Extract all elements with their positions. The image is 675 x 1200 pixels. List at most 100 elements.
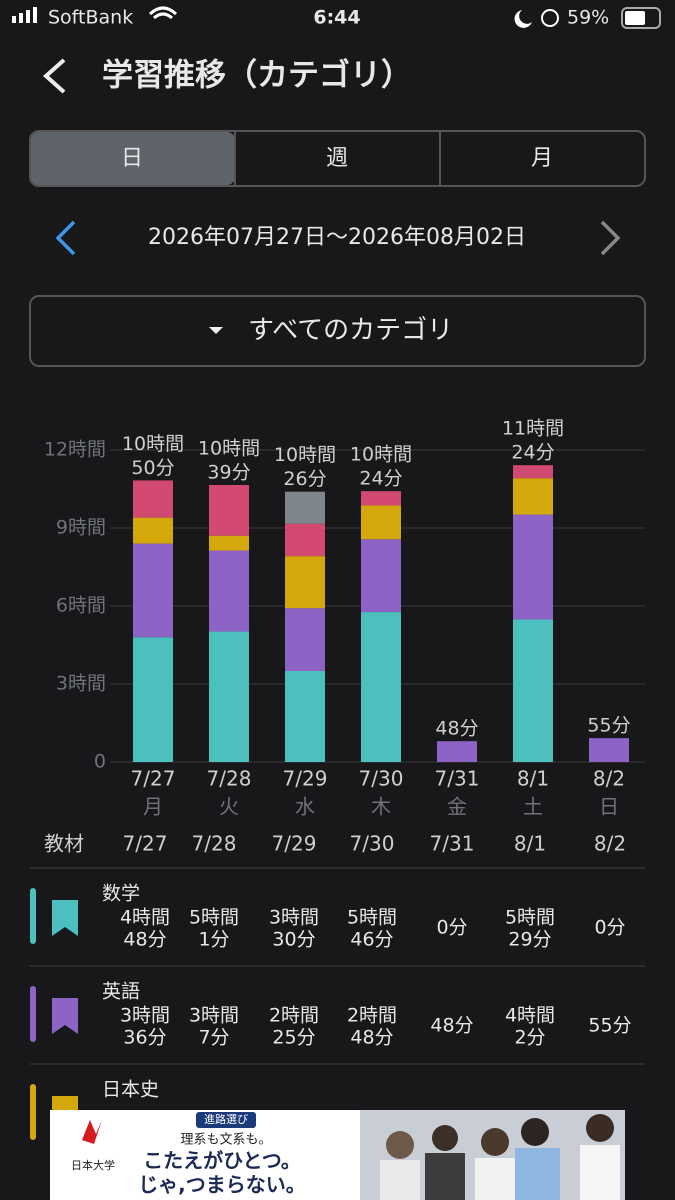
category-selector[interactable] bbox=[29, 295, 646, 367]
table-cell: 2時間 bbox=[347, 1005, 397, 1027]
table-cell: 5時間 bbox=[347, 907, 397, 929]
row-color-bar bbox=[30, 986, 36, 1042]
x-tick-label: 7/27 bbox=[131, 767, 176, 791]
row-name: 日本史 bbox=[102, 1079, 159, 1101]
y-tick-label: 9時間 bbox=[56, 517, 106, 539]
bar-segment bbox=[513, 514, 553, 620]
x-tick-label: 8/2 bbox=[593, 767, 625, 791]
bar-segment bbox=[133, 543, 173, 638]
bar-segment bbox=[285, 523, 325, 557]
x-tick-label: 7/29 bbox=[283, 767, 328, 791]
total-label: 11時間 bbox=[502, 418, 564, 440]
table-cell: 46分 bbox=[350, 929, 393, 951]
total-label: 10時間 bbox=[122, 433, 184, 455]
bar-segment bbox=[285, 556, 325, 609]
table-cell: 36分 bbox=[123, 1027, 166, 1049]
total-label: 10時間 bbox=[350, 444, 412, 466]
table-cell: 2時間 bbox=[269, 1005, 319, 1027]
bar-segment bbox=[285, 671, 325, 762]
bar-segment bbox=[209, 535, 249, 551]
weekday-label: 日 bbox=[599, 795, 619, 819]
tabs: 日 週 月 bbox=[29, 130, 646, 187]
table-cell: 55分 bbox=[588, 1015, 631, 1037]
date-range: 2026年07月27日～2026年08月02日 bbox=[148, 225, 526, 250]
y-tick-label: 3時間 bbox=[56, 673, 106, 695]
table-cell: 30分 bbox=[272, 929, 315, 951]
tab-active[interactable] bbox=[31, 132, 235, 185]
category-selector-label: すべてのカテゴリ bbox=[248, 316, 453, 346]
y-tick-label: 0 bbox=[94, 751, 106, 773]
bar-segment bbox=[361, 505, 401, 540]
table-cell: 48分 bbox=[123, 929, 166, 951]
x-tick-label: 8/1 bbox=[517, 767, 549, 791]
table-cell: 5時間 bbox=[505, 907, 555, 929]
tab[interactable]: 週 bbox=[326, 146, 348, 171]
table-cell: 0分 bbox=[436, 917, 467, 939]
total-label: 39分 bbox=[207, 461, 250, 483]
table-cell: 1分 bbox=[198, 929, 229, 951]
bar-segment bbox=[437, 741, 477, 762]
bar-segment bbox=[209, 550, 249, 632]
table-cell: 3時間 bbox=[269, 907, 319, 929]
y-tick-label: 12時間 bbox=[44, 439, 106, 461]
x-tick-label: 7/30 bbox=[359, 767, 404, 791]
table: 教材 7/27 7/28 7/29 7/30 7/31 8/1 8/2数学4時間48分5時間1… bbox=[30, 832, 645, 1140]
bar-segment bbox=[513, 465, 553, 479]
carrier: SoftBank bbox=[48, 7, 133, 29]
bar-segment bbox=[513, 619, 553, 762]
row-name: 数学 bbox=[102, 883, 140, 905]
table-date: 7/27 bbox=[123, 832, 168, 856]
table-cell: 2分 bbox=[514, 1027, 545, 1049]
next-button[interactable] bbox=[600, 220, 621, 256]
ad-brand: 日本大学 bbox=[71, 1158, 115, 1172]
bar-segment bbox=[133, 480, 173, 518]
table-date: 8/2 bbox=[594, 832, 626, 856]
dropdown-icon bbox=[209, 327, 223, 334]
total-label: 10時間 bbox=[198, 437, 260, 459]
ad-banner[interactable]: 日本大学 進路選び 理系も文系も。 こたえがひとつ。 じゃ,つまらない。 bbox=[50, 1110, 625, 1200]
bar-segment bbox=[589, 738, 629, 762]
weekday-label: 木 bbox=[371, 795, 391, 819]
bar-segment bbox=[209, 484, 249, 536]
table-date: 7/31 bbox=[430, 832, 475, 856]
weekday-label: 土 bbox=[523, 795, 543, 819]
weekday-label: 月 bbox=[143, 795, 163, 819]
table-cell: 5時間 bbox=[189, 907, 239, 929]
tab[interactable]: 月 bbox=[531, 146, 553, 171]
total-label: 55分 bbox=[587, 715, 630, 737]
total-label: 24分 bbox=[359, 468, 402, 490]
bar-segment bbox=[361, 539, 401, 613]
x-tick-label: 7/28 bbox=[207, 767, 252, 791]
weekday-label: 火 bbox=[219, 795, 239, 819]
x-tick-label: 7/31 bbox=[435, 767, 480, 791]
ad-text: 理系も文系も。 bbox=[180, 1133, 271, 1148]
bar-segment bbox=[209, 631, 249, 762]
bar-segment bbox=[361, 491, 401, 506]
bar-segment bbox=[285, 491, 325, 524]
tab[interactable]: 日 bbox=[121, 146, 143, 171]
table-date: 8/1 bbox=[514, 832, 546, 856]
ad-tag: 進路選び bbox=[204, 1113, 248, 1126]
total-label: 50分 bbox=[131, 457, 174, 479]
bar-segment bbox=[513, 478, 553, 515]
table-cell: 3時間 bbox=[189, 1005, 239, 1027]
total-label: 26分 bbox=[283, 468, 326, 490]
table-cell: 0分 bbox=[594, 917, 625, 939]
table-date: 7/28 bbox=[192, 832, 237, 856]
ad-text: じゃ,つまらない。 bbox=[138, 1173, 306, 1197]
back-button[interactable] bbox=[42, 58, 66, 94]
table-cell: 25分 bbox=[272, 1027, 315, 1049]
table-cell: 4時間 bbox=[120, 907, 170, 929]
total-label: 10時間 bbox=[274, 444, 336, 466]
prev-button[interactable] bbox=[55, 220, 76, 256]
table-cell: 48分 bbox=[430, 1015, 473, 1037]
row-name: 英語 bbox=[102, 981, 140, 1003]
table-date: 7/30 bbox=[350, 832, 395, 856]
bar-segment bbox=[285, 608, 325, 671]
weekday-label: 金 bbox=[447, 795, 467, 819]
bar-segment bbox=[361, 612, 401, 762]
table-cell: 3時間 bbox=[120, 1005, 170, 1027]
table-header: 教材 bbox=[44, 832, 84, 856]
